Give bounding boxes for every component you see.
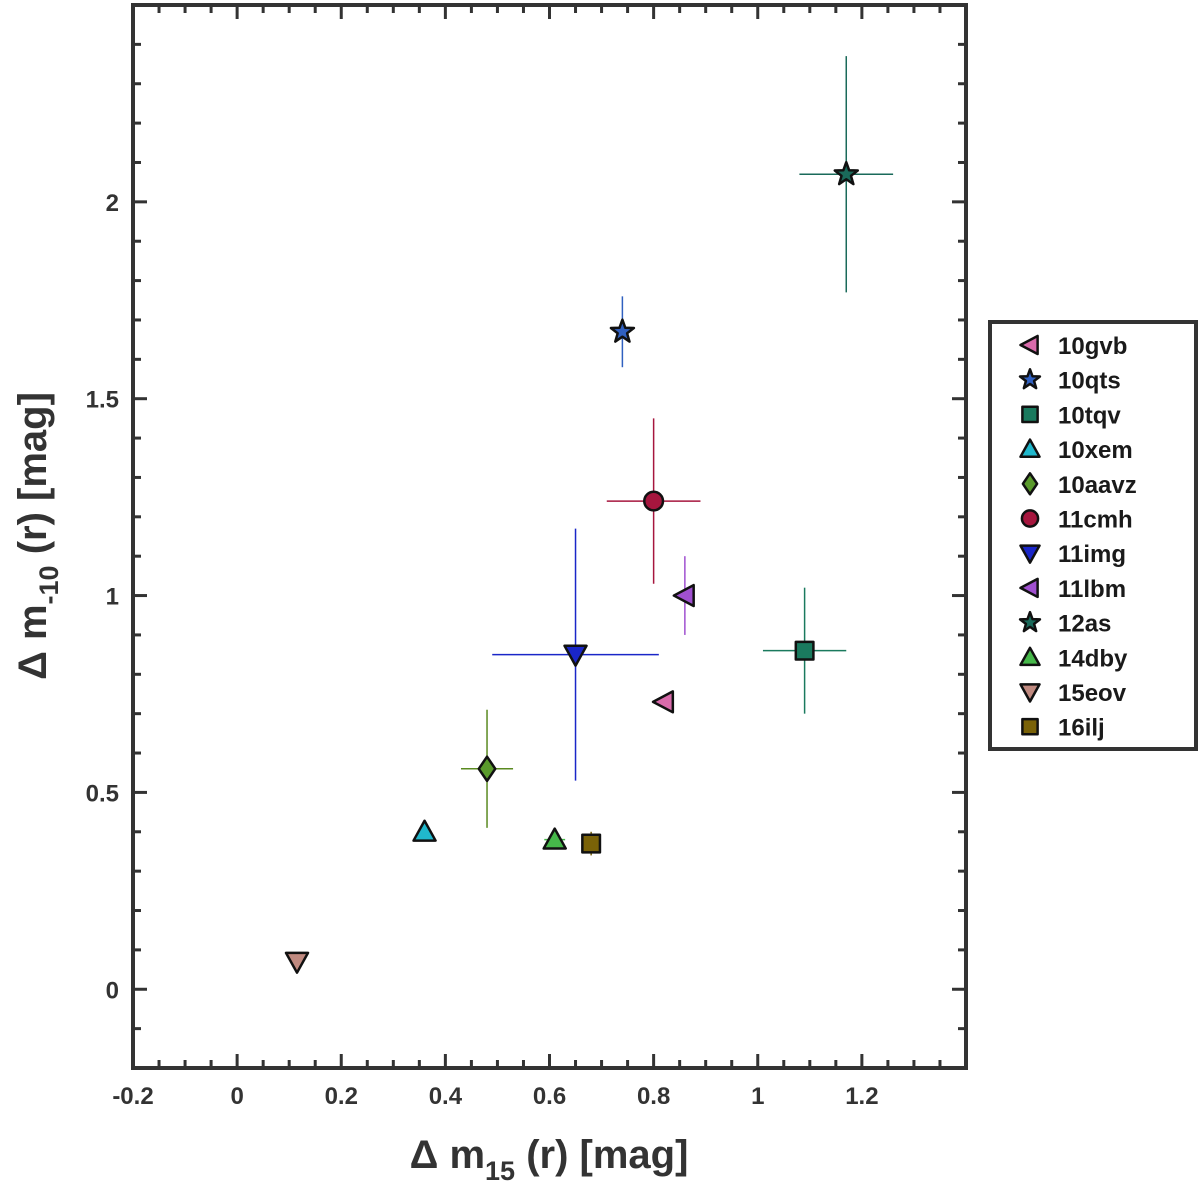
- legend-label-15eov: 15eov: [1058, 680, 1127, 707]
- x-tick-label: 0.6: [533, 1083, 566, 1110]
- legend-label-11lbm: 11lbm: [1058, 576, 1126, 603]
- x-tick-label: 0.8: [637, 1083, 670, 1110]
- legend-marker-10gvb: [1019, 334, 1039, 356]
- x-tick-label: 0: [230, 1083, 243, 1110]
- point-10aavz: [477, 755, 497, 783]
- y-tick-label: 1: [106, 584, 119, 611]
- legend-marker-11img: [1019, 544, 1041, 564]
- legend-label-11cmh: 11cmh: [1058, 507, 1133, 534]
- legend-box: [988, 320, 1198, 751]
- x-tick-label: 1: [751, 1083, 764, 1110]
- legend-marker-11lbm: [1019, 577, 1039, 599]
- legend: 10gvb 10qts 10tqv 10xem 10aavz 11cmh 11img 11lb…: [988, 320, 1198, 751]
- x-tick-label: 0.2: [325, 1083, 358, 1110]
- y-tick-label: 1.5: [86, 387, 119, 414]
- y-tick-label: 0.5: [86, 780, 119, 807]
- legend-marker-16ilj: [1021, 717, 1039, 736]
- tick-labels: -0.2 0 0.2 0.4 0.6 0.8 1 1.2 0 0.5 1 1.5 2: [86, 190, 879, 1110]
- legend-marker-12as: [1018, 610, 1042, 633]
- point-10tqv: [794, 640, 815, 661]
- error-bars: [460, 56, 894, 856]
- legend-marker-11cmh: [1020, 509, 1040, 528]
- point-10gvb: [651, 690, 675, 714]
- data-points: [284, 160, 860, 974]
- x-axis-label: Δ m15 (r) [mag]: [410, 1133, 689, 1186]
- y-tick-label: 2: [106, 190, 119, 217]
- legend-label-10xem: 10xem: [1058, 437, 1133, 464]
- point-15eov: [284, 951, 310, 974]
- legend-marker-10tqv: [1021, 405, 1039, 424]
- axis-ticks: [133, 5, 966, 1068]
- point-11cmh: [643, 490, 665, 512]
- legend-label-10tqv: 10tqv: [1058, 402, 1121, 429]
- x-tick-label: -0.2: [112, 1083, 153, 1110]
- legend-marker-15eov: [1019, 683, 1041, 703]
- point-11img: [563, 644, 588, 667]
- point-16ilj: [581, 833, 602, 854]
- legend-label-14dby: 14dby: [1058, 645, 1128, 672]
- legend-label-12as: 12as: [1058, 611, 1111, 638]
- point-11lbm: [672, 583, 695, 608]
- point-10xem: [412, 819, 437, 842]
- y-axis-label: Δ m-10 (r) [mag]: [11, 392, 64, 680]
- legend-label-10gvb: 10gvb: [1058, 333, 1127, 360]
- legend-marker-10xem: [1019, 438, 1041, 458]
- legend-marker-10qts: [1018, 368, 1042, 390]
- legend-marker-14dby: [1019, 646, 1041, 667]
- x-tick-label: 0.4: [429, 1083, 463, 1110]
- y-tick-label: 0: [106, 977, 119, 1004]
- legend-label-10qts: 10qts: [1058, 368, 1121, 395]
- legend-marker-10aavz: [1021, 472, 1039, 496]
- point-14dby: [542, 827, 567, 850]
- point-12as: [833, 160, 860, 186]
- point-10qts: [609, 318, 636, 343]
- x-tick-label: 1.2: [845, 1083, 878, 1110]
- legend-label-11img: 11img: [1058, 541, 1126, 568]
- legend-label-10aavz: 10aavz: [1058, 472, 1137, 499]
- legend-label-16ilj: 16ilj: [1058, 715, 1105, 742]
- plot-frame: [131, 3, 968, 1070]
